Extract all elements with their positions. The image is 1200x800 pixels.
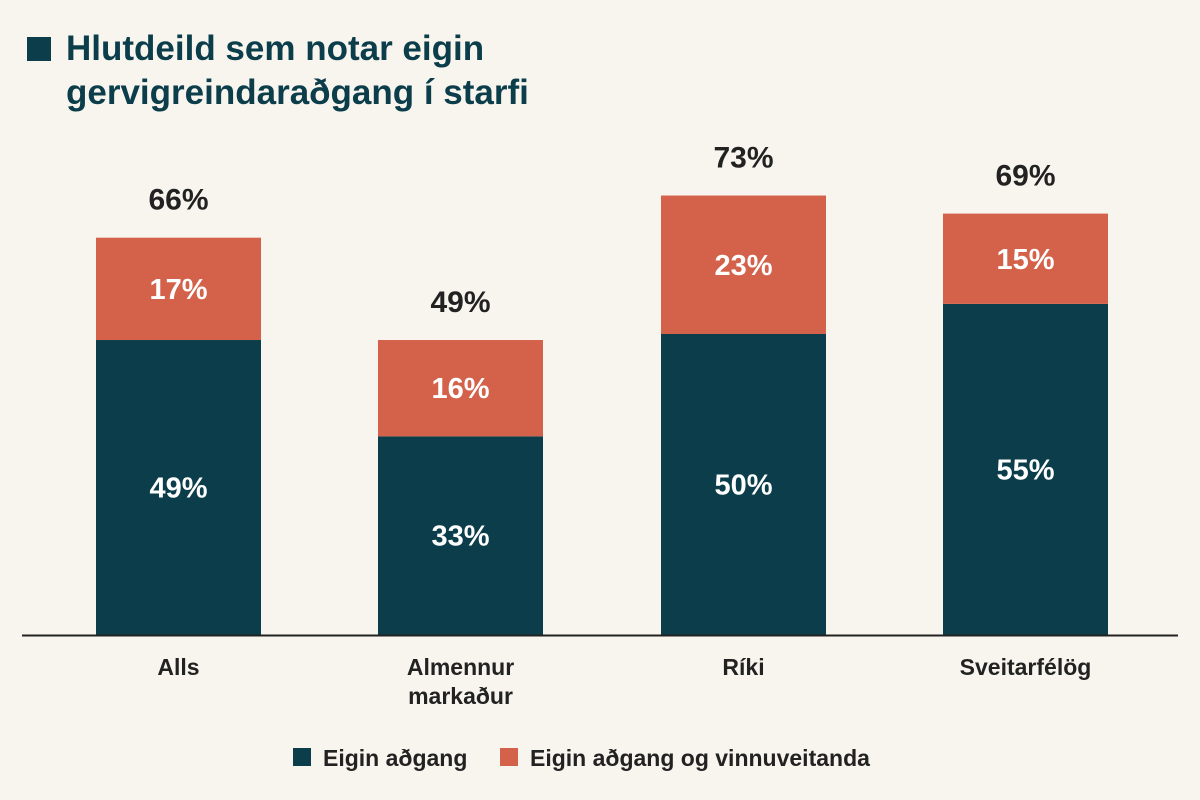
legend-label: Eigin aðgang og vinnuveitanda [530, 745, 870, 771]
segment-value-label: 49% [149, 473, 207, 505]
bar-segment-eigin [378, 436, 543, 635]
bar-segment-eigin [661, 334, 826, 635]
category-label: Alls [157, 654, 199, 680]
chart-title-line-1: Hlutdeild sem notar eigin [66, 29, 484, 68]
bar-segment-eigin-og-vinnuveitanda [661, 195, 826, 334]
total-value-label: 69% [995, 160, 1055, 193]
category-label: Ríki [722, 654, 764, 680]
legend-swatch [293, 748, 311, 766]
segment-value-label: 17% [149, 274, 207, 306]
bar-segment-eigin-og-vinnuveitanda [943, 213, 1108, 304]
total-value-label: 49% [430, 286, 490, 319]
category-label: markaður [408, 683, 513, 709]
chart-title-line-2: gervigreindaraðgang í starfi [66, 73, 529, 112]
segment-value-label: 33% [431, 521, 489, 553]
total-value-label: 73% [713, 142, 773, 175]
segment-value-label: 23% [714, 250, 772, 282]
title-marker [27, 37, 51, 61]
total-value-label: 66% [148, 184, 208, 217]
category-label: Almennur [407, 654, 514, 680]
legend-swatch [500, 748, 518, 766]
bar-segment-eigin-og-vinnuveitanda [96, 237, 261, 341]
bar-segment-eigin [943, 303, 1108, 635]
legend: Eigin aðgang Eigin aðgang og vinnuveitand… [293, 745, 870, 771]
legend-label: Eigin aðgang [323, 745, 467, 771]
bar-segment-eigin [96, 340, 261, 635]
segment-value-label: 16% [431, 373, 489, 405]
category-label: Sveitarfélög [960, 654, 1092, 680]
bar-segment-eigin-og-vinnuveitanda [378, 340, 543, 437]
segment-value-label: 55% [996, 454, 1054, 486]
segment-value-label: 15% [996, 244, 1054, 276]
segment-value-label: 50% [714, 470, 772, 502]
